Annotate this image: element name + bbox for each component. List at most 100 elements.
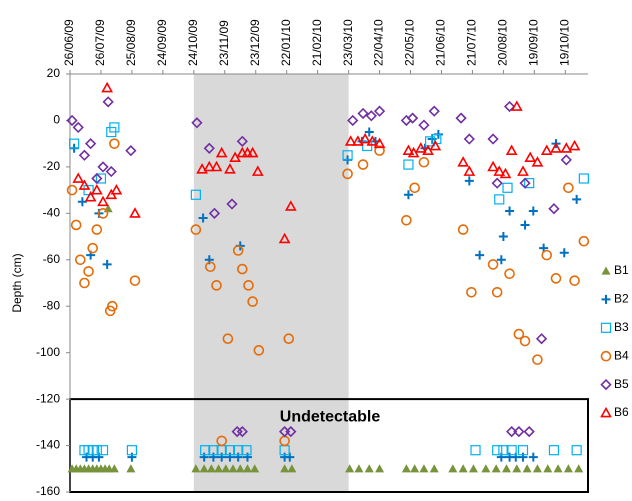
- point: [78, 179, 91, 190]
- point: [91, 445, 102, 456]
- point: [235, 464, 245, 473]
- point: [487, 133, 499, 145]
- point: [97, 208, 109, 219]
- point: [102, 259, 112, 269]
- point: [510, 100, 523, 111]
- point: [129, 207, 141, 218]
- x-tick-label: 22/05/10: [403, 19, 417, 66]
- point: [528, 206, 538, 216]
- y-tick-label: -20: [43, 159, 61, 173]
- point: [78, 149, 91, 161]
- x-tick-label: 20/08/10: [496, 19, 510, 66]
- point: [191, 464, 201, 473]
- legend-marker: [601, 294, 611, 304]
- point: [357, 107, 369, 120]
- point: [342, 150, 353, 161]
- y-tick-label: -100: [36, 345, 60, 359]
- point: [190, 224, 202, 235]
- y-tick-label: -140: [36, 438, 60, 452]
- point: [475, 250, 485, 260]
- point: [550, 273, 562, 284]
- point: [69, 138, 80, 149]
- point: [498, 445, 509, 456]
- point: [357, 159, 369, 170]
- point: [491, 464, 501, 473]
- point: [251, 165, 264, 176]
- point: [215, 146, 228, 158]
- point: [287, 464, 297, 473]
- point: [83, 266, 94, 277]
- point: [464, 176, 474, 186]
- point: [578, 173, 589, 184]
- point: [568, 139, 581, 151]
- point: [531, 156, 544, 167]
- point: [505, 144, 518, 156]
- point: [77, 197, 87, 207]
- point: [203, 142, 215, 154]
- point: [541, 249, 553, 261]
- y-axis-label: Depth (cm): [10, 253, 24, 312]
- point: [522, 464, 532, 473]
- point: [75, 254, 86, 266]
- point: [208, 207, 221, 219]
- point: [517, 165, 529, 176]
- legend-marker: [601, 266, 611, 275]
- point: [72, 172, 85, 183]
- x-tick-label: 19/10/10: [557, 19, 571, 66]
- point: [205, 261, 216, 273]
- point: [216, 435, 227, 447]
- point: [129, 275, 141, 286]
- point: [214, 464, 224, 473]
- point: [283, 333, 295, 345]
- point: [496, 255, 506, 265]
- point: [191, 117, 203, 129]
- legend-label: B2: [614, 292, 629, 306]
- point: [553, 464, 563, 473]
- point: [87, 242, 99, 254]
- point: [241, 445, 252, 456]
- point: [375, 464, 385, 473]
- point: [72, 121, 84, 134]
- point: [365, 110, 377, 122]
- point: [105, 165, 117, 178]
- series-group: [66, 138, 590, 447]
- point: [280, 464, 290, 473]
- point: [468, 464, 478, 473]
- point: [487, 259, 499, 270]
- point: [224, 445, 236, 456]
- point: [284, 200, 297, 211]
- y-tick-label: -160: [36, 484, 60, 496]
- point: [203, 160, 216, 172]
- point: [97, 161, 109, 173]
- point: [403, 190, 413, 200]
- point: [222, 333, 234, 345]
- point: [285, 425, 297, 438]
- x-tick-label: 23/12/09: [248, 19, 262, 66]
- point: [95, 173, 107, 184]
- point: [228, 464, 238, 473]
- point: [190, 189, 201, 200]
- point: [200, 445, 211, 456]
- point: [543, 464, 553, 473]
- point: [364, 127, 374, 137]
- point: [221, 464, 231, 473]
- point: [206, 464, 216, 473]
- point: [226, 198, 238, 210]
- point: [491, 286, 503, 298]
- point: [571, 445, 582, 456]
- y-tick-label: 20: [47, 66, 61, 80]
- series-group: [66, 96, 572, 438]
- point: [532, 354, 543, 365]
- point: [470, 445, 481, 456]
- point: [512, 464, 522, 473]
- legend-label: B6: [614, 405, 629, 419]
- point: [487, 160, 499, 172]
- point: [66, 114, 78, 127]
- point: [278, 232, 291, 244]
- legend-label: B5: [614, 377, 629, 391]
- point: [242, 464, 252, 473]
- point: [523, 425, 535, 438]
- point: [410, 464, 420, 473]
- y-tick-label: 0: [53, 113, 60, 127]
- legend-label: B1: [614, 263, 629, 277]
